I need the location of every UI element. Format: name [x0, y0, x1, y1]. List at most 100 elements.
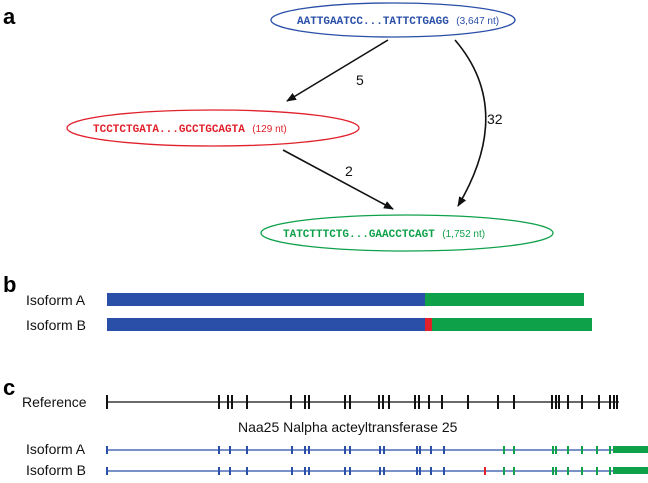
node-bottom: TATCTTTCTG...GAACCTCAGT (1,752 nt) [260, 214, 554, 252]
edge-left-bottom-arrow [282, 149, 394, 210]
isoform-a-exon [308, 446, 310, 454]
isoform-a-exon [513, 446, 515, 454]
isoform-b-exon [609, 467, 611, 475]
isoform-b-utr [613, 467, 648, 474]
isoform-b-exon [484, 467, 486, 475]
svg-text:AATTGAATCC...TATTCTGAGG: AATTGAATCC...TATTCTGAGG (3,647 nt) [297, 11, 499, 28]
node-top-ellipse [270, 2, 516, 38]
isoform-a-blue-segment [107, 293, 425, 306]
isoform-a-exons [106, 446, 611, 454]
node-bottom-sequence: TATCTTTCTG...GAACCTCAGT [283, 229, 435, 241]
reference-exon [555, 395, 557, 409]
node-top: AATTGAATCC...TATTCTGAGG (3,647 nt) [270, 2, 516, 38]
isoform-a-exon [246, 446, 248, 454]
reference-label: Reference [22, 394, 87, 410]
isoform-a-exon [229, 446, 231, 454]
node-bottom-ellipse [260, 214, 554, 252]
isoform-a-exon [552, 446, 554, 454]
isoform-a-exon [304, 446, 306, 454]
reference-exon [344, 395, 346, 409]
reference-exons [106, 395, 618, 409]
isoform-b-exon [344, 467, 346, 475]
isoform-a-exon [416, 446, 418, 454]
reference-exon [558, 395, 560, 409]
isoform-b-blue-segment [107, 318, 425, 331]
isoform-b-exon [596, 467, 598, 475]
reference-exon [609, 395, 611, 409]
reference-exon [382, 395, 384, 409]
isoform-a-exon [503, 446, 505, 454]
isoform-a-label-c: Isoform A [26, 441, 86, 457]
isoform-b-label-c: Isoform B [26, 462, 86, 478]
node-top-length: (3,647 nt) [456, 16, 499, 27]
isoform-a-exon [344, 446, 346, 454]
isoform-a-exon [567, 446, 569, 454]
isoform-a-exon [596, 446, 598, 454]
isoform-a-green-segment [425, 293, 584, 306]
isoform-b-exon [218, 467, 220, 475]
isoform-b-exon [416, 467, 418, 475]
isoform-a-exon [443, 446, 445, 454]
node-left-ellipse [66, 109, 360, 147]
node-left-sequence: TCCTCTGATA...GCCTGCAGTA [93, 124, 245, 136]
isoform-a-exon [379, 446, 381, 454]
isoform-b-exon [552, 467, 554, 475]
isoform-b-exon [383, 467, 385, 475]
reference-exon [231, 395, 233, 409]
reference-exon [290, 395, 292, 409]
isoform-b-exon [503, 467, 505, 475]
reference-exon [613, 395, 615, 409]
isoform-b-exon [106, 467, 108, 475]
panel-label-a: a [3, 4, 16, 29]
reference-exon [581, 395, 583, 409]
reference-exon [378, 395, 380, 409]
isoform-a-utr [613, 446, 648, 453]
isoform-b-exons [106, 467, 611, 475]
reference-exon [304, 395, 306, 409]
edge-top-left-label: 5 [356, 72, 364, 88]
node-top-sequence: AATTGAATCC...TATTCTGAGG [297, 16, 449, 28]
isoform-a-exon [106, 446, 108, 454]
isoform-a-exon [430, 446, 432, 454]
isoform-a-exon [581, 446, 583, 454]
isoform-b-green-segment [432, 318, 592, 331]
svg-text:TCCTCTGATA...GCCTGCAGTA: TCCTCTGATA...GCCTGCAGTA (129 nt) [93, 119, 287, 136]
isoform-a-label-b: Isoform A [26, 292, 86, 308]
isoform-b-exon [430, 467, 432, 475]
reference-exon [349, 395, 351, 409]
reference-exon [388, 395, 390, 409]
isoform-b-exon [581, 467, 583, 475]
reference-exon [513, 395, 515, 409]
reference-exon [246, 395, 248, 409]
isoform-a-exon [555, 446, 557, 454]
reference-exon [218, 395, 220, 409]
reference-exon [441, 395, 443, 409]
isoform-b-exon [246, 467, 248, 475]
reference-exon [616, 395, 618, 409]
isoform-b-label-b: Isoform B [26, 317, 86, 333]
isoform-a-exon [609, 446, 611, 454]
edge-top-bottom-arrow [454, 39, 487, 207]
isoform-b-exon [443, 467, 445, 475]
gene-name: Naa25 Nalpha acteyltransferase 25 [238, 419, 458, 435]
isoform-b-exon [229, 467, 231, 475]
panel-label-c: c [3, 375, 15, 400]
isoform-a-exon [218, 446, 220, 454]
reference-exon [467, 395, 469, 409]
isoform-b-exon [567, 467, 569, 475]
reference-exon [414, 395, 416, 409]
isoform-a-exon [383, 446, 385, 454]
isoform-b-exon [308, 467, 310, 475]
node-left-length: (129 nt) [252, 124, 286, 135]
isoform-b-exon [419, 467, 421, 475]
reference-exon [308, 395, 310, 409]
isoform-b-red-segment [425, 318, 432, 331]
reference-exon [227, 395, 229, 409]
edge-left-bottom-label: 2 [345, 163, 353, 179]
isoform-a-exon [349, 446, 351, 454]
reference-exon [106, 395, 108, 409]
panel-label-b: b [3, 272, 16, 297]
node-bottom-length: (1,752 nt) [442, 229, 485, 240]
isoform-b-exon [513, 467, 515, 475]
